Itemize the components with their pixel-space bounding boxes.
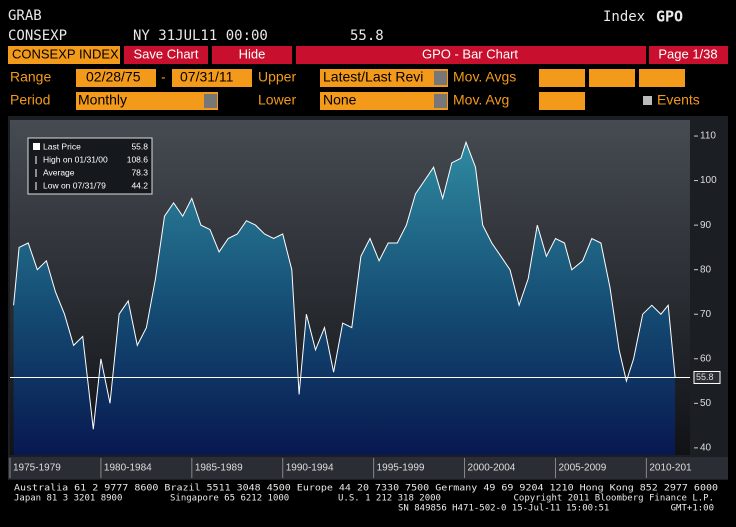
footer-text: U.S. 1 212 318 2000 xyxy=(338,494,441,504)
mov-avg-input[interactable] xyxy=(539,69,585,87)
footer-text: SN 849856 H471-502-0 15-Jul-11 15:00:51 xyxy=(398,504,609,514)
period: Monthly xyxy=(78,92,127,108)
page-label: Page 1/38 xyxy=(658,46,717,61)
legend-label: Low on 07/31/79 xyxy=(43,180,106,190)
lower: None xyxy=(323,92,357,108)
upper: Latest/Last Revi xyxy=(323,69,423,85)
lower-label: Lower xyxy=(258,92,296,108)
upper-label: Upper xyxy=(258,69,296,85)
dash: - xyxy=(161,69,166,85)
legend-swatch xyxy=(33,143,40,150)
dropdown-arrow xyxy=(434,94,447,108)
save-button[interactable] xyxy=(124,46,208,64)
header-text: GRAB xyxy=(8,8,42,24)
end-input[interactable] xyxy=(172,69,252,87)
x-tick-label: 1995-1999 xyxy=(377,463,425,474)
x-tick-label: 1975-1979 xyxy=(13,463,61,474)
y-tick-label: 40 xyxy=(700,443,712,454)
footer-text: Japan 81 3 3201 8900 xyxy=(14,494,122,504)
y-tick-label: 110 xyxy=(700,131,716,142)
mov-avg-input[interactable] xyxy=(639,69,685,87)
page-box xyxy=(649,46,728,64)
legend-value: 55.8 xyxy=(131,141,148,151)
period-label: Period xyxy=(10,92,50,108)
dropdown-arrow xyxy=(434,71,447,85)
y-tick-label: 90 xyxy=(700,220,712,231)
footer-text: Singapore 65 6212 1000 xyxy=(170,494,289,504)
footer-text: Copyright 2011 Bloomberg Finance L.P. xyxy=(514,494,714,504)
hide-button[interactable] xyxy=(212,46,292,64)
footer-text: Australia 61 2 9777 8600 Brazil 5511 304… xyxy=(14,484,718,494)
y-tick-label: 60 xyxy=(700,353,712,364)
title-bar xyxy=(296,46,646,64)
security: CONSEXP INDEX xyxy=(12,46,119,61)
start: 02/28/75 xyxy=(86,69,141,85)
mov-avgs-label: Mov. Avgs xyxy=(453,69,516,85)
y-tick-label: 50 xyxy=(700,398,712,409)
hide-label: Hide xyxy=(239,46,266,61)
events-label: Events xyxy=(657,92,700,108)
y-tick-label: 70 xyxy=(700,309,712,320)
legend-label: Average xyxy=(43,167,75,177)
legend-value: 44.2 xyxy=(131,180,148,190)
period-select[interactable] xyxy=(76,92,218,110)
footer-text: GMT+1:00 xyxy=(671,504,714,514)
mov-avg-input[interactable] xyxy=(539,92,585,110)
header-text: CONSEXP xyxy=(8,28,67,44)
function-name: GPO xyxy=(656,8,683,26)
save-label: Save Chart xyxy=(133,46,198,61)
mov-avg-input[interactable] xyxy=(589,69,635,87)
legend-label: High on 01/31/00 xyxy=(43,154,108,164)
dropdown-arrow xyxy=(204,94,217,108)
timestamp: NY 31JUL11 00:00 xyxy=(133,28,268,44)
end: 07/31/11 xyxy=(180,69,234,85)
x-tick-label: 2005-2009 xyxy=(558,463,606,474)
x-axis-band xyxy=(8,457,728,479)
price: 55.8 xyxy=(350,28,384,44)
y-tick-label: 80 xyxy=(700,264,712,275)
x-tick-label: 1990-1994 xyxy=(286,463,334,474)
last-price-marker xyxy=(693,370,721,384)
title: GPO - Bar Chart xyxy=(422,46,518,61)
area xyxy=(13,142,676,456)
x-tick-label: 2010-201 xyxy=(649,463,692,474)
y-tick-label: 100 xyxy=(700,175,717,186)
legend-label: Last Price xyxy=(43,141,81,151)
legend-box xyxy=(27,137,153,195)
legend: Last Price 55.8 High on 01/31/00 108.6 Avera… xyxy=(33,141,148,190)
plot: 40 50 60 70 80 90 100 110 1975-1979 1980-1984 1985… xyxy=(9,131,721,478)
last-price-label: 55.8 xyxy=(696,372,714,382)
events-checkbox[interactable] xyxy=(643,96,652,105)
x-tick-label: 1985-1989 xyxy=(195,463,243,474)
start-input[interactable] xyxy=(76,69,156,87)
line xyxy=(13,140,676,430)
upper-select[interactable] xyxy=(320,69,448,87)
legend-value: 78.3 xyxy=(131,167,148,177)
range-label: Range xyxy=(10,69,51,85)
legend-value: 108.6 xyxy=(127,154,149,164)
x-tick-label: 2000-2004 xyxy=(468,463,516,474)
header-text: Index xyxy=(603,9,645,25)
x-tick-label: 1980-1984 xyxy=(104,463,152,474)
lower-select[interactable] xyxy=(320,92,448,110)
security-tab xyxy=(8,46,120,64)
mov-avg-label: Mov. Avg xyxy=(453,92,509,108)
